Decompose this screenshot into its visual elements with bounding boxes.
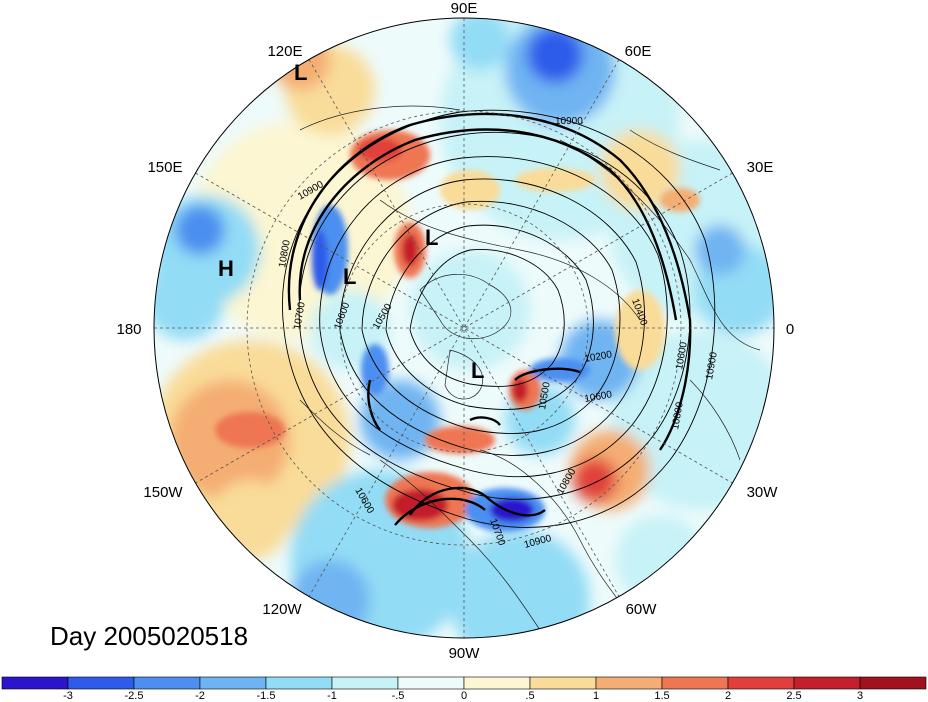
contour-label: 10800: [670, 401, 686, 431]
contour-label: 10900: [555, 116, 583, 127]
colorbar-swatch: [199, 676, 267, 690]
contour-label: 10600: [584, 389, 614, 405]
colorbar-tick-label: -3: [63, 690, 73, 702]
lon-label-90w: 90W: [449, 645, 481, 662]
low-center-marker: L: [471, 358, 484, 383]
colorbar-swatch: [727, 676, 795, 690]
longitude-labels: 90E 60E 30E 0 30W 60W 90W 120W 150W 180 …: [116, 0, 794, 662]
map-boundary: [153, 17, 775, 639]
contour-label: 10800: [277, 239, 293, 269]
lon-label-90e: 90E: [451, 0, 478, 17]
jet-contours: [287, 112, 692, 526]
lon-label-180: 180: [116, 321, 141, 338]
colorbar-swatch: [67, 676, 135, 690]
lon-label-30w: 30W: [747, 484, 779, 501]
colorbar-swatch: [331, 676, 399, 690]
colorbar-tick-label: 1: [593, 690, 599, 702]
contour-label: 10700: [292, 301, 308, 331]
colorbar-tick-label: -.5: [392, 690, 405, 702]
colorbar-swatch: [529, 676, 597, 690]
colorbar-tick-label: 0: [461, 690, 467, 702]
lon-label-150e: 150E: [147, 159, 182, 176]
pressure-centers: L H L L L: [218, 60, 484, 383]
colorbar-tick-label: -1.5: [257, 690, 276, 702]
colorbar-tick-label: 2.5: [786, 690, 801, 702]
colorbar-tick-label: 2: [725, 690, 731, 702]
lon-label-60w: 60W: [626, 601, 658, 618]
height-contours: [282, 109, 716, 528]
day-title: Day 2005020518: [50, 621, 248, 651]
contour-label: 10600: [674, 341, 690, 371]
colorbar-swatch: [1, 676, 69, 690]
low-center-marker: L: [294, 60, 307, 85]
high-center-marker: H: [218, 256, 234, 281]
contour-label: 10500: [537, 381, 553, 411]
colorbar-swatch: [859, 676, 927, 690]
colorbar-tick-label: -1: [327, 690, 337, 702]
colorbar-swatch: [661, 676, 729, 690]
contour-label: 10900: [704, 351, 720, 381]
colorbar-tick-label: 3: [857, 690, 863, 702]
lon-label-120w: 120W: [262, 601, 302, 618]
colorbar-tick-label: 1.5: [654, 690, 669, 702]
lon-label-60e: 60E: [625, 43, 652, 60]
colorbar-tick-label: -2: [195, 690, 205, 702]
anomaly-field: [154, 18, 774, 638]
colorbar-swatch: [595, 676, 663, 690]
colorbar-swatch: [397, 676, 465, 690]
colorbar-swatch: [793, 676, 861, 690]
graticule: [154, 18, 774, 638]
contour-label: 10200: [584, 349, 614, 365]
colorbar-swatch: [133, 676, 201, 690]
lon-label-150w: 150W: [143, 484, 183, 501]
low-center-marker: L: [425, 225, 438, 250]
low-center-marker: L: [343, 264, 356, 289]
lon-label-30e: 30E: [747, 159, 774, 176]
colorbar-swatch: [463, 676, 531, 690]
lon-label-120e: 120E: [267, 43, 302, 60]
colorbar: -3 -2.5 -2 -1.5 -1 -.5 0 .5 1 1.5 2 2.5 3: [1, 676, 927, 702]
colorbar-tick-label: -2.5: [125, 690, 144, 702]
colorbar-tick-label: .5: [525, 690, 534, 702]
lon-label-0: 0: [786, 321, 794, 338]
colorbar-swatch: [265, 676, 333, 690]
